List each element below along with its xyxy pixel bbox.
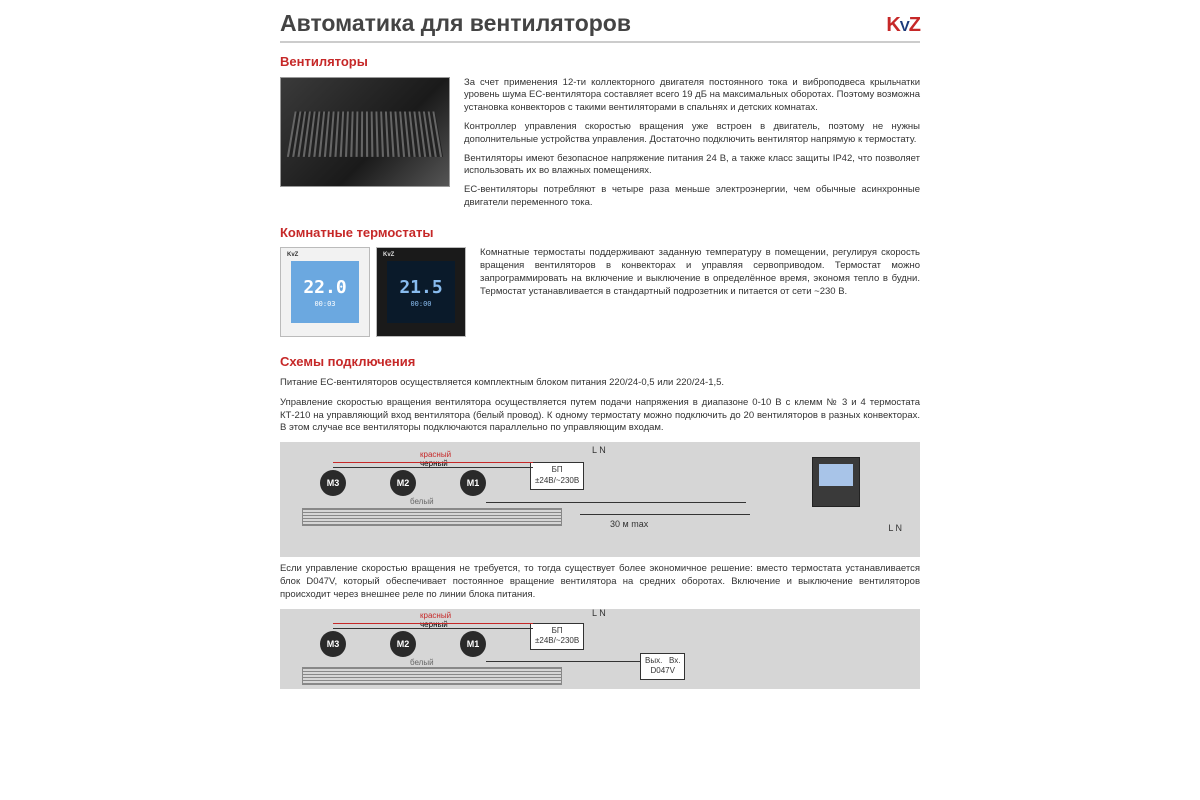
d047-out: Вых.	[645, 656, 662, 665]
d2-line-ctrl	[486, 661, 641, 662]
thermostat-images: KvZ 22.0 00:03 KvZ 21.5 00:00	[280, 247, 466, 337]
thermo-black-logo: KvZ	[383, 251, 394, 259]
fan-product-image	[280, 77, 450, 187]
thermostats-text: Комнатные термостаты поддерживают заданн…	[480, 247, 920, 337]
thermostat-white: KvZ 22.0 00:03	[280, 247, 370, 337]
fans-p4: EC-вентиляторы потребляют в четыре раза …	[464, 184, 920, 210]
fans-row: За счет применения 12-ти коллекторного д…	[280, 77, 920, 216]
wire-line-red	[333, 462, 533, 463]
page-title: Автоматика для вентиляторов	[280, 8, 631, 39]
thermo-black-time: 00:00	[410, 300, 431, 309]
thermo-white-temp: 22.0	[303, 276, 346, 300]
thermo-white-screen: 22.0 00:03	[291, 261, 359, 323]
wiring-p1: Питание EC-вентиляторов осуществляется к…	[280, 377, 920, 390]
logo-k: K	[886, 14, 899, 36]
d047-in: Вх.	[669, 656, 680, 665]
logo-v: V	[900, 18, 909, 35]
wiring-diagram-2: М3 М2 М1 БП ±24В/~230В Вых. Вх. D047V кр…	[280, 609, 920, 689]
header: Автоматика для вентиляторов KVZ	[280, 8, 920, 43]
wire-line-black	[333, 467, 533, 468]
d2-ln: L N	[592, 607, 606, 619]
wire-line-dist	[580, 514, 750, 515]
d2-motor-m2: М2	[390, 631, 416, 657]
wiring-p3: Если управление скоростью вращения не тр…	[280, 563, 920, 601]
d047-label: D047V	[650, 666, 674, 675]
wire-black-label: черный	[420, 459, 448, 470]
thermostats-row: KvZ 22.0 00:03 KvZ 21.5 00:00 Комнатные …	[280, 247, 920, 337]
logo-z: Z	[909, 14, 920, 36]
thermo-white-logo: KvZ	[287, 251, 298, 259]
motor-m2: М2	[390, 470, 416, 496]
ln-2: L N	[888, 522, 902, 534]
heating-coil	[302, 508, 562, 526]
d047v-block: Вых. Вх. D047V	[640, 653, 685, 681]
thermo-black-screen: 21.5 00:00	[387, 261, 455, 323]
d2-motor-m3: М3	[320, 631, 346, 657]
d2-line-red	[333, 623, 533, 624]
wire-white-label: белый	[410, 497, 434, 508]
wiring-heading: Схемы подключения	[280, 353, 920, 371]
controller-block	[812, 457, 860, 507]
thermostats-p1: Комнатные термостаты поддерживают заданн…	[480, 247, 920, 298]
d2-wire-black: черный	[420, 620, 448, 631]
wiring-p2: Управление скоростью вращения вентилятор…	[280, 397, 920, 435]
thermo-black-temp: 21.5	[399, 276, 442, 300]
fans-heading: Вентиляторы	[280, 53, 920, 71]
motor-m3: М3	[320, 470, 346, 496]
distance-label: 30 м max	[610, 518, 648, 530]
d2-line-black	[333, 628, 533, 629]
psu-line2: ±24В/~230В	[535, 476, 579, 485]
motor-m1: М1	[460, 470, 486, 496]
thermostat-black: KvZ 21.5 00:00	[376, 247, 466, 337]
brand-logo: KVZ	[886, 12, 920, 39]
d2-motor-m1: М1	[460, 631, 486, 657]
thermo-white-time: 00:03	[314, 300, 335, 309]
d2-psu-block: БП ±24В/~230В	[530, 623, 584, 651]
d2-heating-coil	[302, 667, 562, 685]
fans-p3: Вентиляторы имеют безопасное напряжение …	[464, 153, 920, 179]
fans-p2: Контроллер управления скоростью вращения…	[464, 121, 920, 147]
wire-line-ctrl	[486, 502, 746, 503]
document-page: Автоматика для вентиляторов KVZ Вентилят…	[250, 0, 950, 800]
ln-1: L N	[592, 444, 606, 456]
fans-p1: За счет применения 12-ти коллекторного д…	[464, 77, 920, 115]
psu-line1: БП	[552, 465, 563, 474]
wiring-diagram-1: М3 М2 М1 БП ±24В/~230В красный черный бе…	[280, 442, 920, 557]
thermostats-heading: Комнатные термостаты	[280, 224, 920, 242]
fans-text: За счет применения 12-ти коллекторного д…	[464, 77, 920, 216]
psu-block: БП ±24В/~230В	[530, 462, 584, 490]
